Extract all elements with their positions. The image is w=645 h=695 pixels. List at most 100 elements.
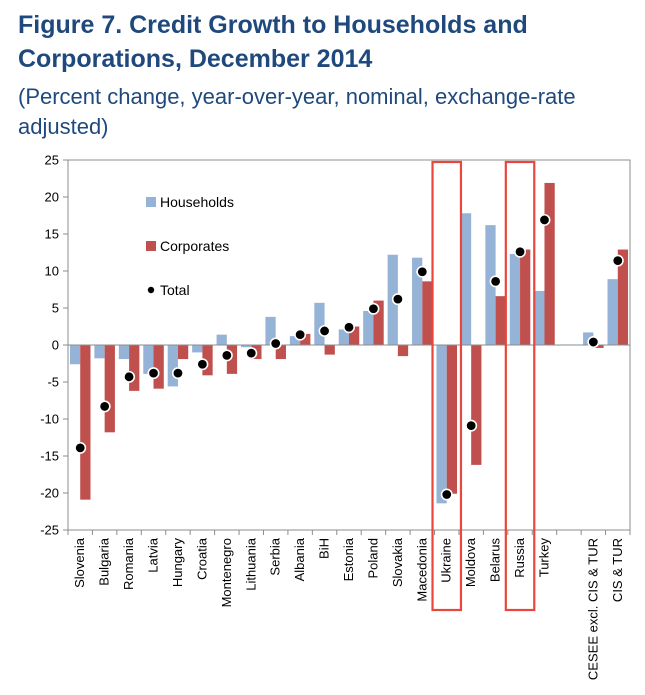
x-tick-label: Moldova	[463, 537, 478, 587]
households-bar	[436, 345, 447, 504]
y-tick-label: 5	[52, 301, 59, 316]
y-tick-label: 15	[45, 227, 59, 242]
legend-total-marker	[147, 286, 155, 294]
total-marker	[342, 321, 355, 334]
total-marker	[147, 367, 160, 380]
corporates-bar	[349, 326, 360, 345]
households-bar	[143, 345, 154, 374]
y-tick-label: 20	[45, 190, 59, 205]
x-tick-label: Hungary	[170, 538, 185, 588]
total-marker	[465, 419, 478, 432]
total-marker	[587, 336, 600, 349]
corporates-bar	[520, 249, 531, 345]
x-tick-label: CIS & TUR	[610, 538, 625, 602]
total-marker	[294, 328, 307, 341]
x-tick-label: Romania	[121, 537, 136, 590]
legend-households-swatch	[146, 197, 156, 207]
y-tick-label: -20	[40, 486, 59, 501]
x-tick-label: Turkey	[536, 538, 551, 578]
households-bar	[240, 345, 252, 348]
corporates-bar	[177, 345, 189, 360]
x-tick-label: Ukraine	[439, 538, 454, 583]
x-tick-label: Bulgaria	[97, 537, 112, 585]
figure-title: Figure 7. Credit Growth to Households an…	[18, 11, 528, 73]
corporates-bar	[80, 345, 91, 500]
corporates-bar	[226, 345, 238, 374]
x-tick-label: Poland	[365, 538, 380, 578]
total-marker	[538, 213, 551, 226]
total-marker	[367, 302, 380, 315]
total-marker	[514, 245, 527, 258]
households-bar	[607, 279, 618, 345]
legend-label: Total	[160, 282, 190, 298]
corporates-bar	[544, 182, 555, 345]
corporates-bar	[617, 249, 629, 345]
highlight-box-ukraine	[431, 160, 463, 612]
x-tick-label: Serbia	[268, 537, 283, 575]
corporates-bar	[153, 345, 164, 389]
corporates-bar	[129, 345, 140, 391]
total-marker	[196, 358, 209, 371]
figure-subtitle: (Percent change, year-over-year, nominal…	[18, 84, 576, 139]
total-marker	[391, 293, 404, 306]
total-marker	[123, 370, 136, 383]
x-tick-label: Lithuania	[243, 537, 258, 591]
legend-label: Households	[160, 194, 234, 210]
x-tick-label: Montenegro	[219, 538, 234, 607]
corporates-bar	[104, 345, 115, 433]
households-bar	[412, 257, 423, 345]
corporates-bar	[495, 296, 506, 345]
y-tick-label: 25	[45, 153, 59, 168]
y-tick-label: -10	[40, 412, 59, 427]
households-bar	[460, 213, 472, 345]
x-tick-label: CESEE excl. CIS & TUR	[585, 538, 600, 680]
highlight-box-russia	[504, 160, 536, 612]
total-marker	[489, 275, 502, 288]
corporates-bar	[397, 345, 409, 357]
total-marker	[416, 265, 429, 278]
total-marker	[98, 400, 111, 413]
x-tick-label: Belarus	[488, 538, 503, 583]
households-bar	[167, 345, 178, 387]
total-marker	[74, 441, 87, 454]
households-bar	[94, 345, 105, 359]
corporates-bar	[471, 345, 482, 465]
x-tick-label: Russia	[512, 537, 527, 578]
total-marker	[245, 347, 258, 360]
households-bar	[363, 310, 374, 345]
total-marker	[171, 367, 184, 380]
households-bar	[265, 316, 276, 345]
x-tick-label: Slovenia	[72, 537, 87, 588]
corporates-bar	[446, 345, 458, 494]
households-bar	[314, 302, 325, 345]
corporates-bar	[324, 345, 335, 355]
households-bar	[69, 345, 81, 365]
corporates-bar	[300, 333, 311, 345]
households-bar	[485, 225, 496, 345]
total-marker	[220, 349, 233, 362]
households-bar	[583, 332, 594, 345]
households-bar	[338, 329, 349, 345]
households-bar	[216, 334, 227, 345]
legend-label: Corporates	[160, 238, 229, 254]
x-tick-label: Latvia	[146, 537, 161, 572]
total-marker	[269, 337, 282, 350]
x-tick-label: Macedonia	[414, 537, 429, 601]
corporates-bar	[373, 300, 384, 345]
households-bar	[289, 336, 301, 345]
corporates-bar	[202, 345, 213, 376]
x-tick-label: Croatia	[194, 537, 209, 580]
households-bar	[509, 253, 521, 345]
corporates-bar	[275, 345, 286, 360]
x-tick-label: Albania	[292, 537, 307, 581]
y-tick-label: -25	[40, 523, 59, 538]
households-bar	[192, 345, 203, 353]
x-tick-label: Estonia	[341, 537, 356, 581]
total-marker	[440, 488, 453, 501]
y-tick-label: 0	[52, 338, 59, 353]
y-tick-label: -5	[47, 375, 59, 390]
households-bar	[118, 345, 130, 360]
y-tick-label: 10	[45, 264, 59, 279]
x-tick-label: BiH	[317, 538, 332, 559]
